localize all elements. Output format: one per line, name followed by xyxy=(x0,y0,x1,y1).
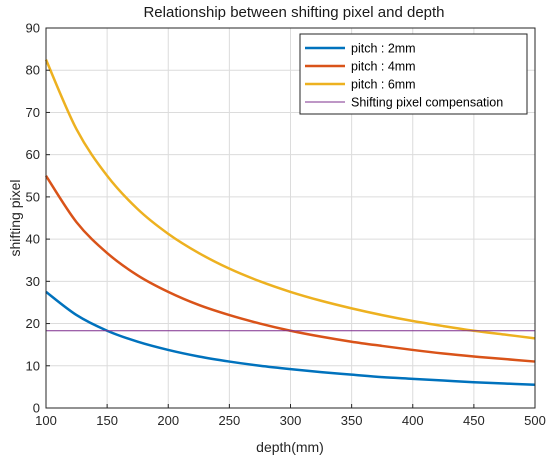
chart-title: Relationship between shifting pixel and … xyxy=(143,4,444,21)
x-tick-label: 350 xyxy=(341,413,363,428)
x-tick-label: 150 xyxy=(96,413,118,428)
y-tick-label: 90 xyxy=(26,21,40,36)
y-tick-label: 0 xyxy=(33,401,40,416)
x-tick-label: 300 xyxy=(280,413,302,428)
series-group xyxy=(44,59,536,387)
y-tick-label: 60 xyxy=(26,147,40,162)
y-tick-label: 10 xyxy=(26,358,40,373)
y-tick-label: 80 xyxy=(26,63,40,78)
y-tick-label: 50 xyxy=(26,189,40,204)
x-tick-label: 400 xyxy=(402,413,424,428)
x-tick-label: 500 xyxy=(524,413,546,428)
x-axis-label: depth(mm) xyxy=(256,439,324,455)
y-tick-label: 30 xyxy=(26,274,40,289)
legend-label: pitch : 2mm xyxy=(351,42,416,56)
y-tick-label: 40 xyxy=(26,232,40,247)
legend-label: pitch : 4mm xyxy=(351,60,416,74)
legend-label: pitch : 6mm xyxy=(351,78,416,92)
legend: pitch : 2mm pitch : 4mm pitch : 6mm Shiftin… xyxy=(299,33,528,115)
y-axis-label: shifting pixel xyxy=(7,179,23,256)
x-tick-label: 200 xyxy=(157,413,179,428)
series-line-1 xyxy=(45,290,536,387)
x-tick-label: 100 xyxy=(35,413,57,428)
x-tick-label: 250 xyxy=(219,413,241,428)
x-tick-label: 450 xyxy=(463,413,485,428)
series-line-3 xyxy=(44,59,536,340)
ticks: 100 150 200 250 300 350 400 450 500 0 10 20 30 40 50 60… xyxy=(26,21,546,429)
y-tick-label: 70 xyxy=(26,105,40,120)
legend-label: Shifting pixel compensation xyxy=(351,96,503,110)
y-tick-label: 20 xyxy=(26,316,40,331)
